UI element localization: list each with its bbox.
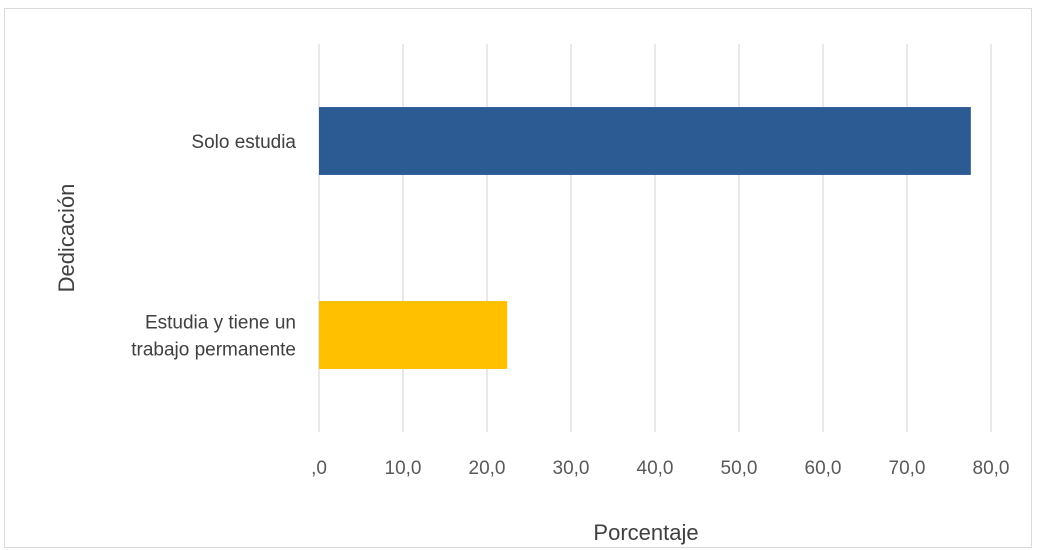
x-tick-label: 70,0 — [889, 458, 926, 479]
x-tick-label: 40,0 — [637, 458, 674, 479]
chart-frame — [4, 8, 1032, 548]
x-tick-label: 10,0 — [385, 458, 422, 479]
gridlines — [318, 44, 992, 432]
bar — [319, 301, 508, 369]
x-tick-label: 50,0 — [721, 458, 758, 479]
x-tick-label: ,0 — [311, 458, 327, 479]
category-label: Estudia y tiene un — [145, 313, 296, 334]
x-tick-label: 60,0 — [805, 458, 842, 479]
category-labels: Solo estudia Estudia y tiene un trabajo pe… — [131, 132, 296, 361]
bar — [319, 107, 971, 175]
x-axis-title: Porcentaje — [593, 520, 698, 545]
x-tick-label: 80,0 — [973, 458, 1010, 479]
x-tick-label: 20,0 — [469, 458, 506, 479]
x-tick-label: 30,0 — [553, 458, 590, 479]
category-label: Solo estudia — [191, 132, 296, 153]
bars — [319, 107, 971, 369]
category-label: trabajo permanente — [131, 340, 296, 361]
x-tick-labels: ,0 10,0 20,0 30,0 40,0 50,0 60,0 70,0 80,0 — [311, 458, 1009, 479]
y-axis-title: Dedicación — [54, 184, 79, 293]
